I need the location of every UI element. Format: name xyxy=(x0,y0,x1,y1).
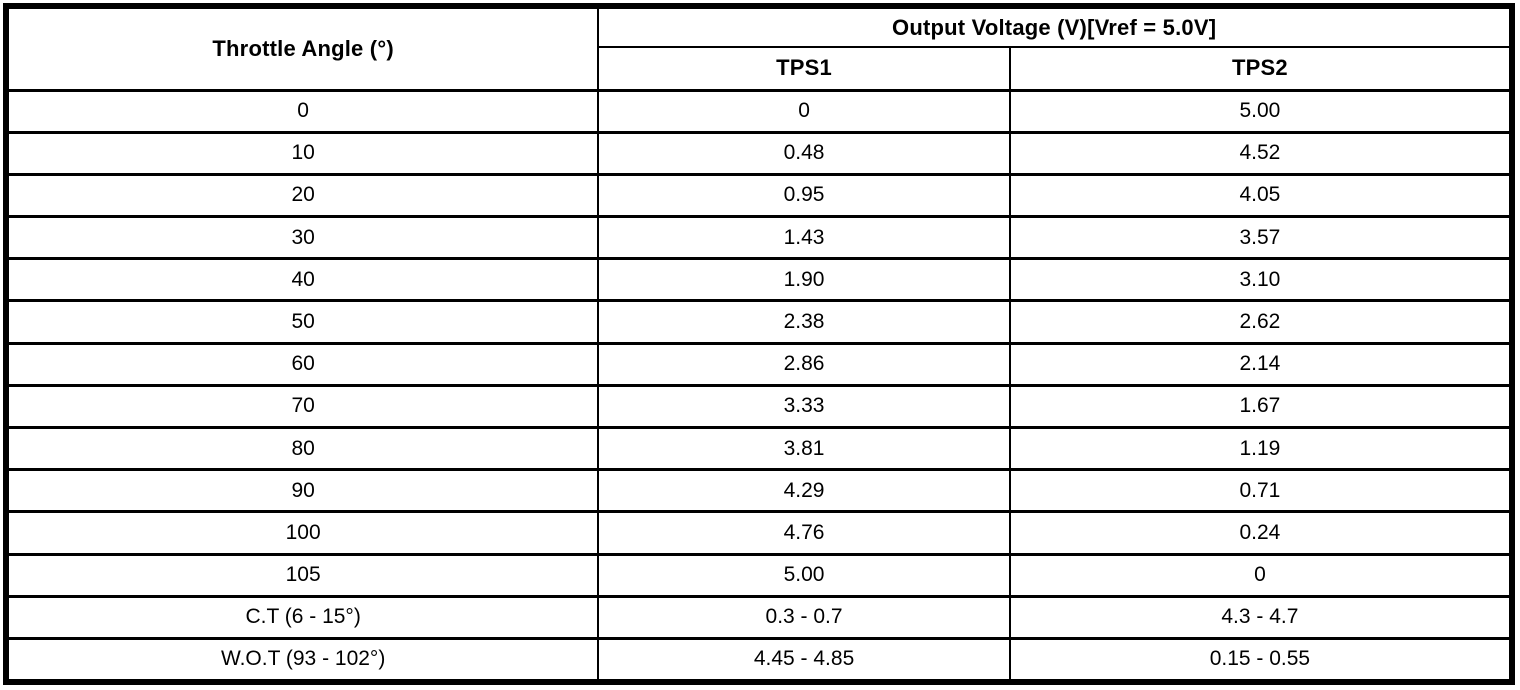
cell-tps2: 0.71 xyxy=(1008,468,1512,513)
cell-tps1: 1.43 xyxy=(597,215,1011,260)
table-row: C.T (6 - 15°) 0.3 - 0.7 4.3 - 4.7 xyxy=(6,594,1512,640)
cell-angle: 60 xyxy=(6,341,600,387)
cell-tps1: 0.48 xyxy=(597,130,1011,176)
cell-tps1: 0.95 xyxy=(597,172,1011,218)
cell-angle: 70 xyxy=(6,383,600,429)
cell-tps1: 4.76 xyxy=(597,510,1011,556)
cell-angle: 10 xyxy=(6,130,600,176)
cell-tps1: 5.00 xyxy=(597,552,1011,598)
cell-tps2: 4.3 - 4.7 xyxy=(1008,594,1512,640)
col-header-throttle-angle: Throttle Angle (°) xyxy=(6,7,600,91)
col-header-tps2: TPS2 xyxy=(1008,46,1512,91)
cell-angle: 105 xyxy=(6,552,600,598)
cell-tps1: 0.3 - 0.7 xyxy=(597,594,1011,640)
cell-angle: 30 xyxy=(6,215,600,260)
table-row: 90 4.29 0.71 xyxy=(6,468,1512,513)
table-row: 105 5.00 0 xyxy=(6,552,1512,598)
cell-tps1: 0 xyxy=(597,88,1011,134)
spec-table-frame: Throttle Angle (°) Output Voltage (V)[Vr… xyxy=(3,3,1515,685)
cell-tps2: 4.52 xyxy=(1008,130,1512,176)
table-row: 50 2.38 2.62 xyxy=(6,299,1512,345)
table-row: 70 3.33 1.67 xyxy=(6,383,1512,429)
cell-tps2: 1.67 xyxy=(1008,383,1512,429)
cell-tps2: 2.14 xyxy=(1008,341,1512,387)
cell-angle: 90 xyxy=(6,468,600,513)
cell-tps2: 4.05 xyxy=(1008,172,1512,218)
cell-angle: 40 xyxy=(6,257,600,302)
col-header-tps1: TPS1 xyxy=(597,46,1011,91)
table-row: 10 0.48 4.52 xyxy=(6,130,1512,176)
tps-output-voltage-table: Throttle Angle (°) Output Voltage (V)[Vr… xyxy=(6,7,1512,681)
cell-angle: 20 xyxy=(6,172,600,218)
cell-tps2: 2.62 xyxy=(1008,299,1512,345)
header-row-group: Throttle Angle (°) Output Voltage (V)[Vr… xyxy=(6,7,1511,91)
cell-angle: W.O.T (93 - 102°) xyxy=(6,636,600,681)
table-row: W.O.T (93 - 102°) 4.45 - 4.85 0.15 - 0.5… xyxy=(6,636,1512,681)
cell-angle: 50 xyxy=(6,299,600,345)
cell-angle: C.T (6 - 15°) xyxy=(6,594,600,640)
cell-tps1: 4.29 xyxy=(597,468,1011,513)
cell-tps1: 2.86 xyxy=(597,341,1011,387)
cell-angle: 0 xyxy=(6,88,600,134)
cell-tps1: 3.81 xyxy=(597,425,1011,471)
cell-tps1: 1.90 xyxy=(597,257,1011,302)
cell-tps1: 3.33 xyxy=(597,383,1011,429)
cell-tps2: 1.19 xyxy=(1008,425,1512,471)
header-row-sub: TPS1 TPS2 xyxy=(8,46,1512,91)
cell-tps2: 5.00 xyxy=(1008,88,1512,134)
cell-tps2: 0 xyxy=(1008,552,1512,598)
cell-tps1: 4.45 - 4.85 xyxy=(597,636,1011,681)
col-group-header-output-voltage: Output Voltage (V)[Vref = 5.0V] xyxy=(597,7,1511,48)
table-row: 100 4.76 0.24 xyxy=(6,510,1512,556)
table-row: 20 0.95 4.05 xyxy=(6,172,1512,218)
table-row: 60 2.86 2.14 xyxy=(6,341,1512,387)
cell-tps2: 0.24 xyxy=(1008,510,1512,556)
cell-tps1: 2.38 xyxy=(597,299,1011,345)
table-row: 0 0 5.00 xyxy=(6,88,1512,134)
cell-tps2: 3.57 xyxy=(1008,215,1512,260)
cell-tps2: 3.10 xyxy=(1008,257,1512,302)
cell-angle: 80 xyxy=(6,425,600,471)
table-row: 30 1.43 3.57 xyxy=(6,215,1512,260)
cell-tps2: 0.15 - 0.55 xyxy=(1008,636,1512,681)
table-row: 80 3.81 1.19 xyxy=(6,425,1512,471)
cell-angle: 100 xyxy=(6,510,600,556)
table-row: 40 1.90 3.10 xyxy=(6,257,1512,302)
